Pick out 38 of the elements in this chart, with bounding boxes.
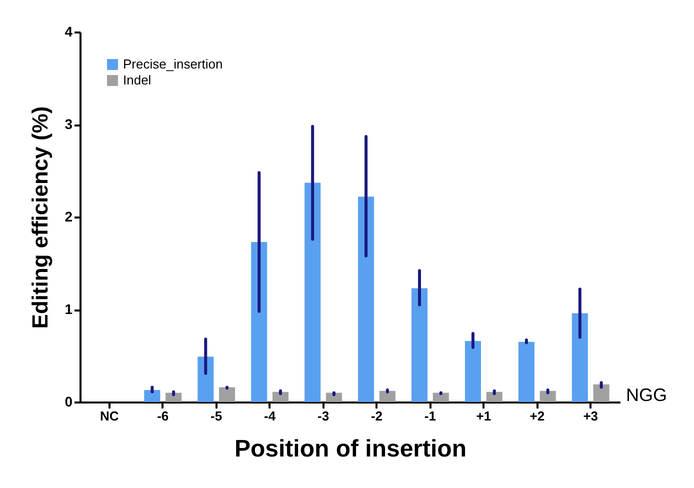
bar bbox=[198, 356, 214, 402]
x-tick-label: -1 bbox=[424, 408, 436, 424]
text: NGG bbox=[626, 385, 668, 405]
x-tick-label: NC bbox=[100, 408, 120, 424]
bar bbox=[166, 392, 182, 402]
x-tick-label: -2 bbox=[370, 408, 383, 424]
y-tick-label: 1 bbox=[64, 301, 73, 317]
bar bbox=[251, 242, 268, 402]
x-axis-title: Position of insertion bbox=[234, 436, 466, 462]
legend-label: Indel bbox=[123, 72, 152, 88]
x-tick-label: -3 bbox=[317, 408, 330, 424]
y-tick-label: 3 bbox=[64, 116, 73, 132]
x-tick-label: +2 bbox=[530, 408, 545, 424]
bar bbox=[518, 342, 534, 402]
x-tick-label: -6 bbox=[157, 408, 169, 424]
bar bbox=[593, 384, 610, 402]
bar bbox=[326, 392, 342, 402]
bar bbox=[272, 392, 289, 402]
bar bbox=[464, 340, 481, 402]
y-axis-title: Editing efficiency (%) bbox=[28, 106, 53, 329]
bar bbox=[411, 288, 428, 402]
bar bbox=[379, 390, 396, 402]
x-tick-label: +3 bbox=[583, 408, 598, 424]
x-tick-label: -4 bbox=[264, 408, 276, 424]
bar bbox=[432, 392, 449, 402]
y-tick-label: 0 bbox=[64, 394, 73, 410]
y-tick-label: 4 bbox=[64, 24, 73, 40]
bar bbox=[304, 182, 321, 402]
bar bbox=[572, 313, 588, 402]
bar bbox=[540, 390, 556, 402]
bar bbox=[144, 390, 160, 402]
x-tick-label: +1 bbox=[476, 408, 492, 424]
legend-label: Precise_insertion bbox=[123, 56, 223, 72]
bar bbox=[219, 387, 236, 402]
bar bbox=[358, 196, 374, 402]
y-tick-label: 2 bbox=[64, 208, 73, 224]
x-tick-label: -5 bbox=[210, 408, 222, 424]
bar bbox=[486, 392, 502, 402]
